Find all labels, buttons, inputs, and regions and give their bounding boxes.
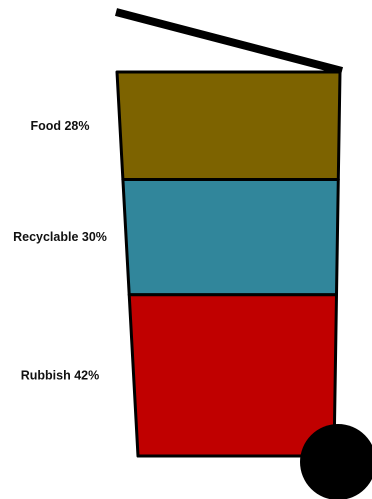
segment-recyclable [121,178,340,297]
label-rubbish: Rubbish 42% [21,368,100,382]
bin-wheel [300,424,372,499]
label-food: Food 28% [30,119,89,133]
segment-rubbish [127,293,338,458]
segment-food [115,70,342,181]
label-recyclable: Recyclable 30% [13,230,107,244]
bin-lid [114,8,344,75]
